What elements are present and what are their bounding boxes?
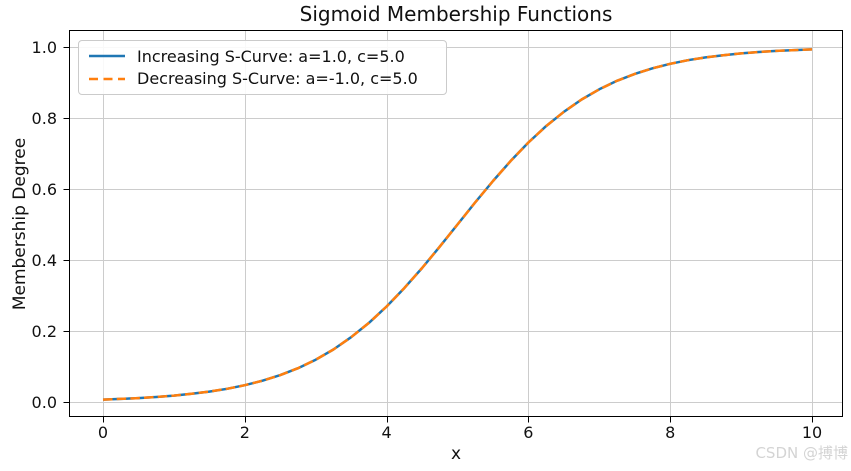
legend-item-increasing-s-curve: Increasing S-Curve: a=1.0, c=5.0	[88, 45, 438, 67]
y-axis-label: Membership Degree	[10, 137, 30, 311]
legend: Increasing S-Curve: a=1.0, c=5.0 Decreas…	[78, 40, 447, 95]
curve-decreasing	[102, 48, 813, 401]
y-tick-label: 1.0	[31, 37, 57, 57]
y-tick-label: 0.0	[31, 392, 57, 412]
y-tick-label: 0.4	[31, 250, 57, 270]
y-tick-label: 0.2	[31, 321, 57, 341]
y-tick-label: 0.8	[31, 108, 57, 128]
y-tick-label: 0.6	[31, 179, 57, 199]
x-tick-label: 10	[801, 423, 823, 442]
legend-line-sample-solid-icon	[89, 54, 125, 58]
legend-line-sample-dashed-icon	[89, 77, 125, 81]
x-tick-label: 0	[97, 423, 109, 442]
x-tick-label: 6	[523, 423, 534, 442]
legend-label-decreasing: Decreasing S-Curve: a=-1.0, c=5.0	[137, 69, 418, 89]
legend-label-increasing: Increasing S-Curve: a=1.0, c=5.0	[137, 46, 405, 66]
x-tick-label: 2	[239, 423, 250, 442]
watermark: CSDN @搏博	[755, 444, 848, 462]
x-tick-label: 4	[381, 423, 392, 442]
x-axis-label: x	[450, 444, 462, 464]
axes-frame	[69, 30, 843, 417]
chart-title: Sigmoid Membership Functions	[299, 2, 613, 26]
x-tick-label: 8	[665, 423, 676, 442]
legend-item-decreasing-s-curve: Decreasing S-Curve: a=-1.0, c=5.0	[88, 68, 438, 90]
